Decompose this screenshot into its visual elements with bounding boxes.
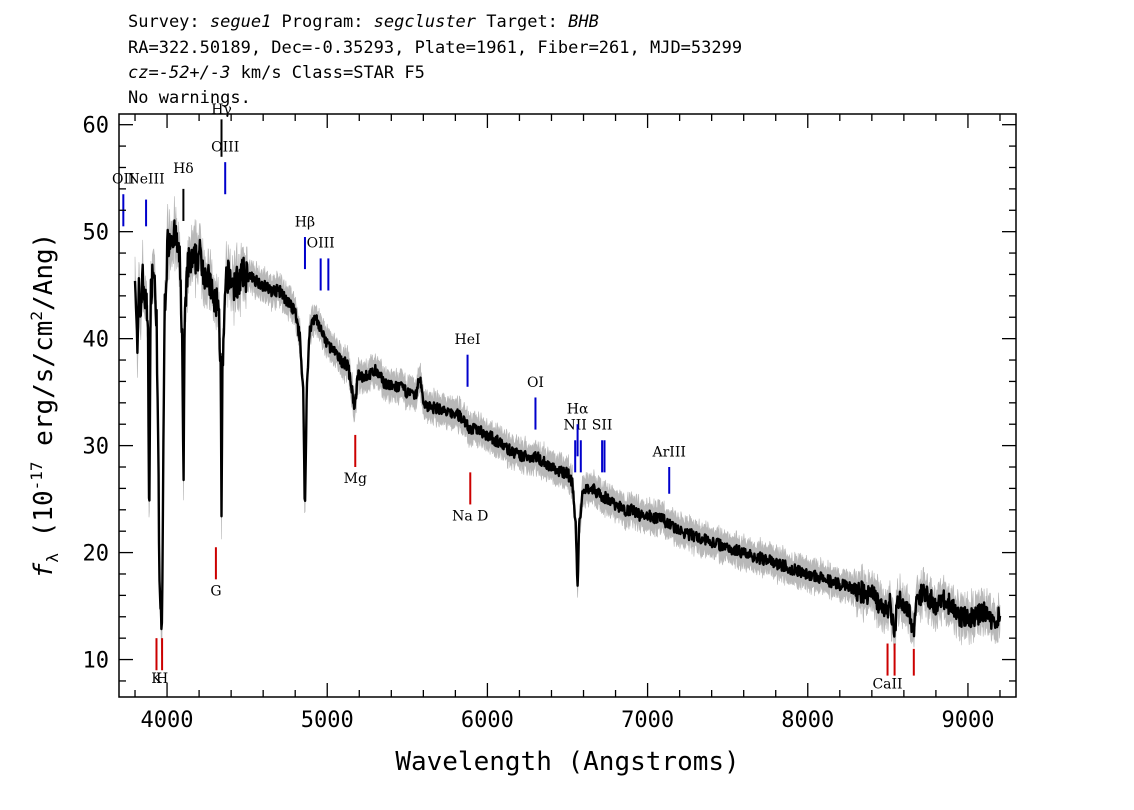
y-tick-label: 10 bbox=[83, 649, 110, 674]
program-label: Program: bbox=[271, 12, 374, 32]
x-tick-label: 7000 bbox=[621, 708, 674, 733]
header-line-3: cz=-52+/-3 km/s Class=STAR F5 bbox=[128, 61, 425, 85]
emission-line-label: OIII bbox=[211, 139, 239, 155]
y-axis-mid: erg/s/cm bbox=[29, 321, 59, 462]
header-line-4: No warnings. bbox=[128, 88, 251, 108]
balmer-line-label: Hδ bbox=[173, 161, 194, 177]
plot-frame bbox=[118, 113, 1017, 698]
y-axis-title: fλ (10-17 erg/s/cm2/Ang) bbox=[27, 233, 62, 579]
y-tick-label: 20 bbox=[83, 542, 110, 567]
target-label: Target: bbox=[476, 12, 569, 32]
x-tick-label: 9000 bbox=[941, 708, 994, 733]
emission-line-label: OII bbox=[112, 172, 135, 188]
y-tick-label: 60 bbox=[83, 114, 110, 139]
noise-band-area bbox=[134, 196, 1001, 656]
absorption-line-label: G bbox=[210, 583, 221, 599]
y-tick-label: 40 bbox=[83, 328, 110, 353]
target-value: BHB bbox=[568, 12, 599, 32]
balmer-line-label: Hβ bbox=[295, 214, 315, 230]
y-axis-symbol-sub: λ bbox=[43, 553, 62, 563]
x-axis-title: Wavelength (Angstroms) bbox=[395, 747, 739, 777]
x-tick-label: 5000 bbox=[301, 708, 354, 733]
spectrum-series bbox=[133, 219, 1002, 638]
absorption-line-label: Mg bbox=[344, 471, 367, 487]
emission-line-label: NII bbox=[564, 418, 587, 434]
absorption-line-label: H bbox=[156, 671, 168, 687]
header-line-1: Survey: segue1 Program: segcluster Targe… bbox=[128, 10, 599, 34]
emission-line-label: ArIII bbox=[652, 444, 686, 460]
balmer-line-label: Hγ bbox=[211, 102, 232, 118]
emission-line-label: NeIII bbox=[127, 172, 164, 188]
noise-band bbox=[134, 196, 1001, 656]
axis-ticks: 4000 5000 6000 7000 8000 9000 10 20 30 40 50 60 bbox=[83, 114, 1016, 733]
absorption-line-label: Na D bbox=[452, 508, 488, 524]
y-tick-label: 30 bbox=[83, 435, 110, 460]
cz-unit: km/s bbox=[230, 63, 282, 83]
cz-label: cz bbox=[128, 63, 149, 83]
y-axis-pre: (10 bbox=[29, 490, 59, 553]
header-line-2: RA=322.50189, Dec=-0.35293, Plate=1961, … bbox=[128, 38, 743, 58]
survey-value: segue1 bbox=[209, 12, 272, 32]
y-axis-exp: -17 bbox=[27, 461, 46, 490]
program-value: segcluster bbox=[373, 12, 477, 32]
spectrum-line bbox=[133, 219, 1002, 638]
x-tick-label: 6000 bbox=[461, 708, 514, 733]
emission-line-label: OIII bbox=[307, 236, 335, 252]
y-axis-symbol: f bbox=[29, 562, 59, 578]
y-axis-exp2: 2 bbox=[27, 311, 46, 321]
y-axis-post: /Ang) bbox=[29, 233, 59, 311]
absorption-line-label: K bbox=[151, 671, 162, 687]
balmer-line-label: Hα bbox=[567, 402, 589, 418]
emission-line-label: OI bbox=[527, 375, 544, 391]
emission-line-label: SII bbox=[592, 418, 613, 434]
x-tick-label: 8000 bbox=[781, 708, 834, 733]
emission-line-label: HeI bbox=[455, 332, 481, 348]
survey-label: Survey: bbox=[128, 12, 210, 32]
x-tick-label: 4000 bbox=[141, 708, 194, 733]
class-text: Class=STAR F5 bbox=[281, 63, 425, 83]
y-tick-label: 50 bbox=[83, 221, 110, 246]
absorption-line-label: CaII bbox=[872, 676, 902, 692]
cz-value: =-52+/-3 bbox=[148, 63, 231, 83]
